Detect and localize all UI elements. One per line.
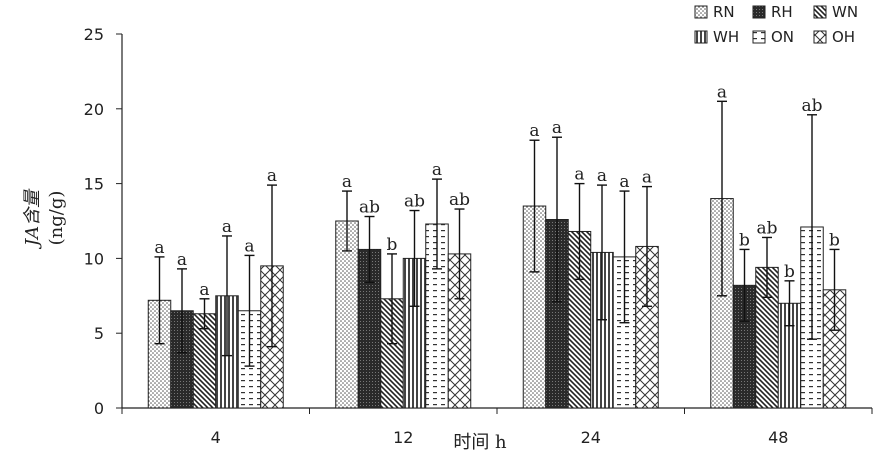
- legend-swatch-WH: [694, 30, 708, 44]
- significance-label: a: [177, 250, 187, 270]
- x-axis-title: 时间 h: [453, 432, 507, 453]
- significance-label: b: [387, 235, 398, 255]
- significance-label: a: [619, 172, 629, 192]
- significance-label: b: [739, 230, 750, 250]
- legend-swatch-RN: [694, 5, 708, 19]
- significance-label: b: [784, 262, 795, 282]
- legend-label-RN: RN: [713, 3, 735, 21]
- legend-label-WH: WH: [713, 28, 739, 46]
- legend-label-WN: WN: [832, 3, 858, 21]
- significance-label: a: [199, 280, 209, 300]
- significance-label: ab: [801, 96, 822, 116]
- y-tick-label: 25: [84, 25, 104, 44]
- significance-label: a: [267, 166, 277, 186]
- significance-label: a: [574, 165, 584, 185]
- significance-label: ab: [756, 218, 777, 238]
- significance-label: ab: [404, 192, 425, 212]
- significance-label: a: [597, 166, 607, 186]
- x-tick-label: 48: [768, 428, 788, 447]
- significance-label: a: [244, 236, 254, 256]
- significance-label: a: [222, 217, 232, 237]
- y-tick-label: 5: [94, 324, 104, 343]
- y-axis-title: JA含量: [22, 188, 43, 250]
- y-tick-label: 0: [94, 399, 104, 418]
- legend-label-ON: ON: [771, 28, 794, 46]
- error-bars-layer: [154, 100, 840, 367]
- significance-label: a: [717, 82, 727, 102]
- significance-label: ab: [359, 198, 380, 218]
- x-tick-label: 4: [211, 428, 221, 447]
- significance-label: ab: [449, 190, 470, 210]
- significance-label: a: [432, 160, 442, 180]
- significance-label: b: [829, 230, 840, 250]
- legend: RN RH WN WH ON OH: [694, 3, 858, 46]
- legend-label-OH: OH: [832, 28, 855, 46]
- significance-label: a: [154, 238, 164, 258]
- y-tick-label: 20: [84, 100, 104, 119]
- y-tick-label: 15: [84, 175, 104, 194]
- y-tick-label: 10: [84, 249, 104, 268]
- significance-label: a: [342, 172, 352, 192]
- significance-label: a: [529, 121, 539, 141]
- significance-label: a: [642, 168, 652, 188]
- legend-swatch-RH: [752, 5, 766, 19]
- y-axis-unit: (ng/g): [46, 191, 67, 246]
- legend-swatch-OH: [813, 30, 827, 44]
- significance-label: a: [552, 118, 562, 138]
- legend-swatch-WN: [813, 5, 827, 19]
- legend-label-RH: RH: [771, 3, 793, 21]
- x-tick-label: 24: [581, 428, 601, 447]
- x-tick-label: 12: [393, 428, 413, 447]
- legend-swatch-ON: [752, 30, 766, 44]
